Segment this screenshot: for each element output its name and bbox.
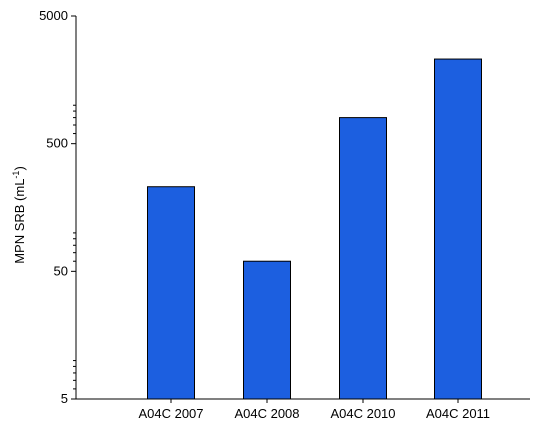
x-axis: A04C 2007 A04C 2008 A04C 2010 A04C 2011 (76, 398, 530, 421)
x-tick-label: A04C 2010 (330, 406, 395, 421)
y-axis-title-superscript: -1 (11, 171, 21, 179)
y-axis-title-main: MPN SRB (mL (12, 179, 27, 264)
x-tick-label: A04C 2007 (138, 406, 203, 421)
bar (147, 186, 195, 400)
y-tick-label: 5 (61, 391, 68, 406)
x-tick-label: A04C 2008 (234, 406, 299, 421)
bar (243, 260, 291, 400)
y-tick-label: 5000 (39, 8, 68, 23)
y-tick-label: 500 (46, 136, 68, 151)
x-tick-label: A04C 2011 (426, 406, 490, 421)
bar (339, 117, 387, 400)
y-axis-title: MPN SRB (mL-1) (11, 166, 27, 264)
bar (434, 58, 482, 400)
y-axis: 5 50 500 5000 (39, 8, 77, 406)
bars (147, 58, 482, 400)
y-axis-title-close: ) (12, 166, 27, 170)
y-tick-label: 50 (54, 263, 68, 278)
